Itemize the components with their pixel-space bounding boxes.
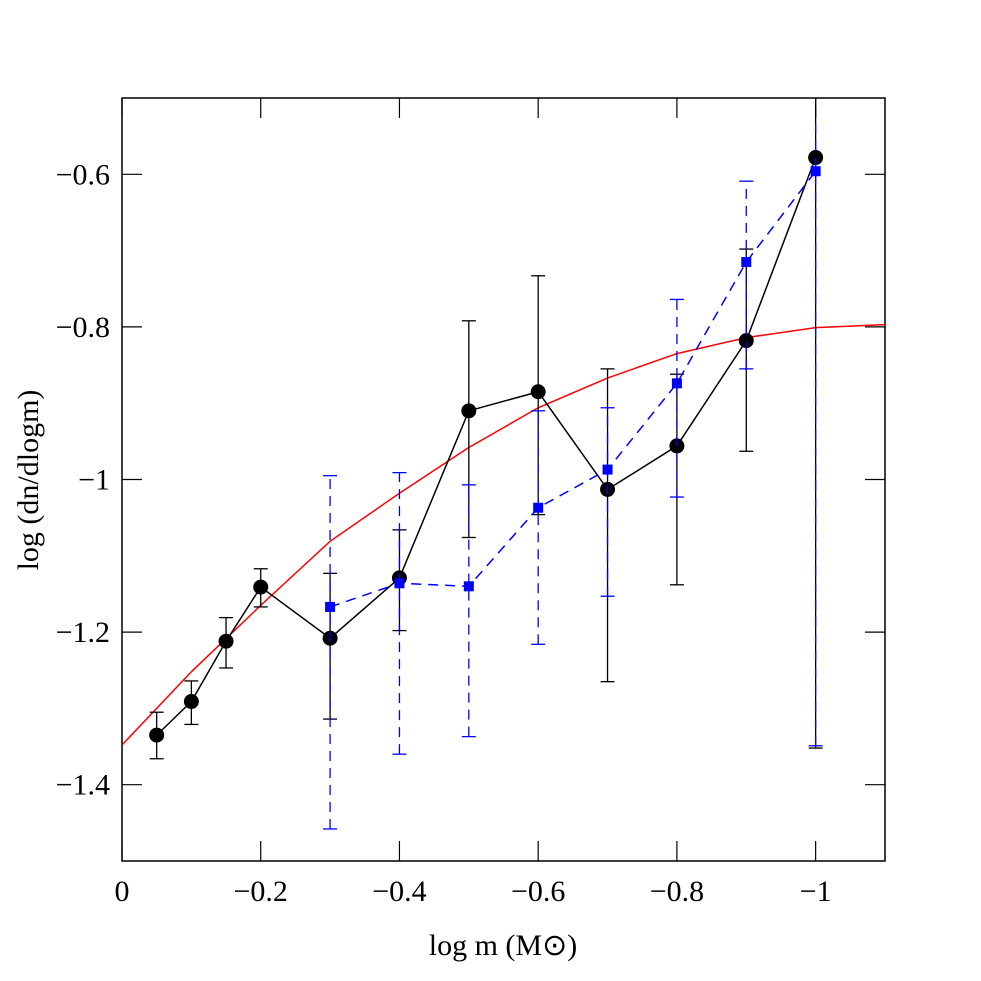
series-line bbox=[122, 323, 885, 746]
series-line bbox=[156, 157, 817, 736]
error-bar bbox=[392, 471, 407, 755]
point bbox=[671, 378, 682, 389]
point bbox=[218, 633, 234, 649]
point bbox=[461, 403, 477, 419]
y-tick-label: −1.4 bbox=[56, 769, 110, 802]
point bbox=[149, 727, 165, 743]
point bbox=[810, 166, 821, 177]
point bbox=[183, 694, 199, 710]
error-bar bbox=[461, 320, 476, 539]
x-tick-label: −0.8 bbox=[650, 875, 704, 908]
x-tick-label: −0.4 bbox=[372, 875, 426, 908]
x-tick-label: −0.2 bbox=[234, 875, 288, 908]
point bbox=[463, 581, 474, 592]
point bbox=[325, 601, 336, 612]
series-line bbox=[329, 170, 817, 608]
x-axis-label: log m (M⊙) bbox=[429, 929, 577, 962]
x-tick-label: 0 bbox=[115, 875, 130, 908]
error-bar bbox=[600, 407, 615, 597]
plot-area bbox=[122, 98, 885, 830]
error-bar bbox=[323, 572, 338, 720]
y-axis-label: log (dn/dlogm) bbox=[12, 390, 45, 571]
error-bar bbox=[808, 98, 823, 747]
point bbox=[530, 384, 546, 400]
error-bar bbox=[739, 180, 754, 370]
y-tick-label: −1 bbox=[78, 464, 110, 497]
y-tick-label: −0.6 bbox=[56, 158, 110, 191]
point bbox=[808, 150, 824, 166]
error-bar bbox=[461, 484, 476, 738]
error-bar bbox=[531, 410, 546, 645]
point bbox=[738, 333, 754, 349]
error-bar bbox=[323, 475, 338, 830]
x-tick-label: −0.6 bbox=[511, 875, 565, 908]
point bbox=[741, 257, 752, 268]
x-tick-label: −1 bbox=[800, 875, 832, 908]
plot-frame bbox=[121, 97, 886, 862]
y-tick-label: −0.8 bbox=[56, 311, 110, 344]
point bbox=[602, 464, 613, 475]
point bbox=[533, 502, 544, 513]
y-tick-label: −1.2 bbox=[56, 616, 110, 649]
point bbox=[253, 579, 269, 595]
point bbox=[394, 578, 405, 589]
error-bar bbox=[669, 298, 684, 498]
